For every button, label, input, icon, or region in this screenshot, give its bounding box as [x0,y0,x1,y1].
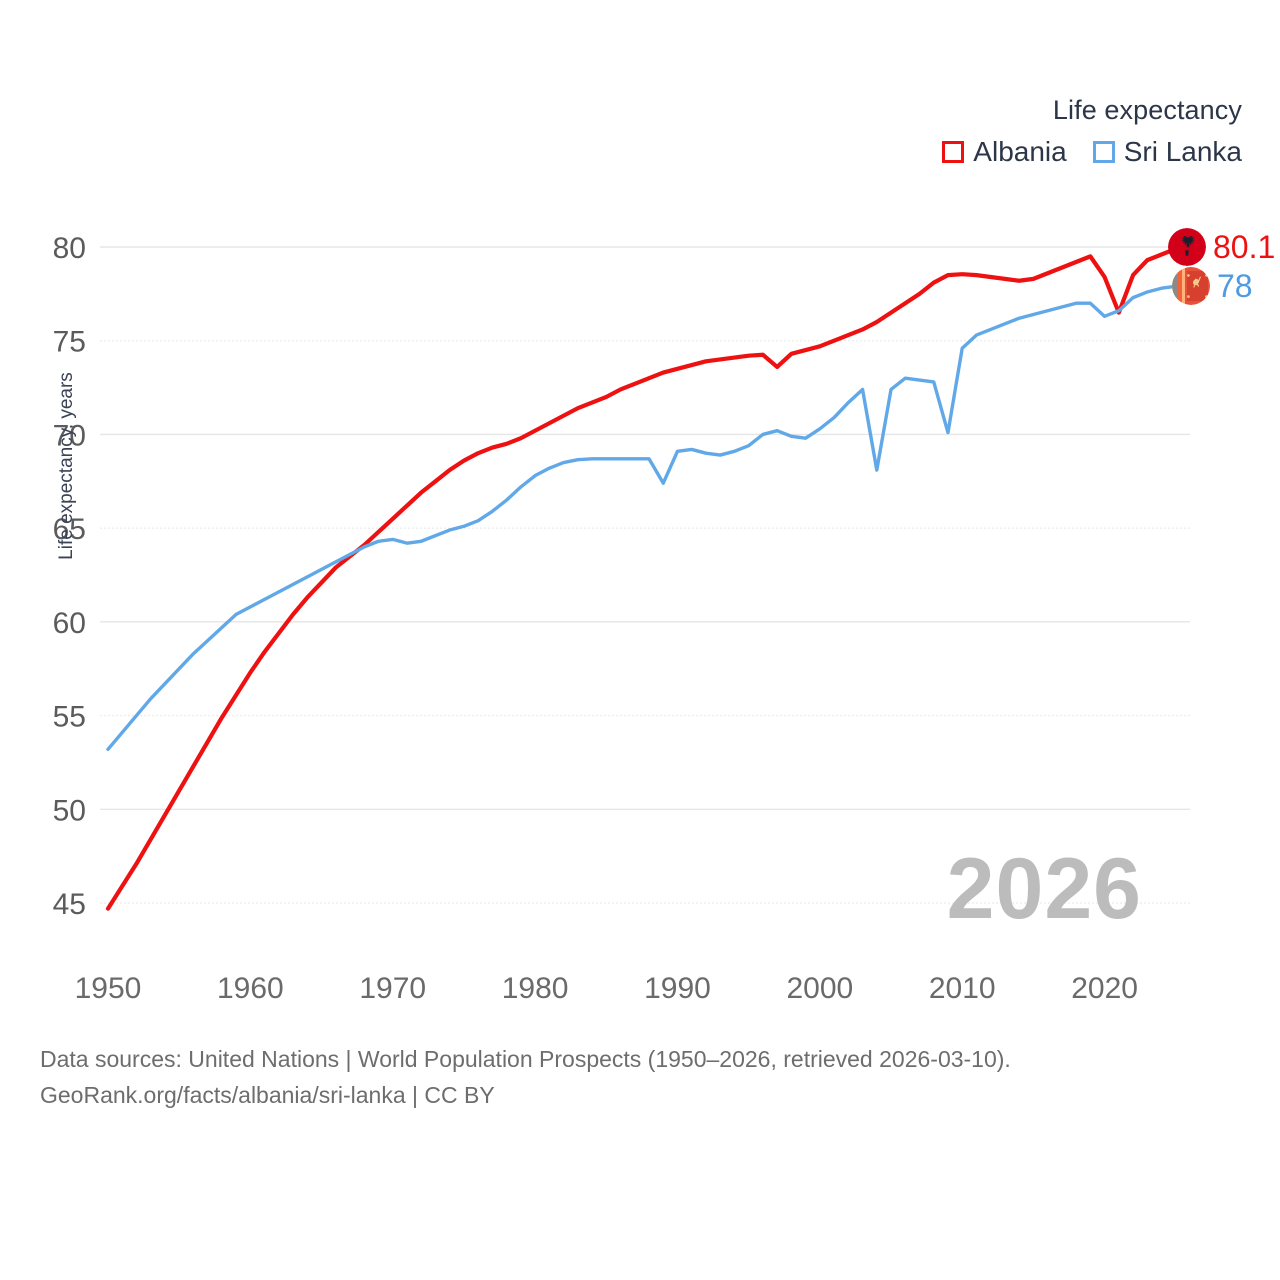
y-tick-label: 75 [53,326,86,359]
series-line-sri-lanka [106,282,1192,752]
legend-title: Life expectancy [1052,95,1242,125]
year-watermark: 2026 [946,841,1142,937]
endpoint-value-sri-lanka: 78 [1217,268,1253,304]
y-tick-label: 80 [53,232,86,265]
y-tick-label: 50 [53,794,86,827]
legend-item-albania[interactable]: Albania [942,135,1067,167]
x-axis-tick-labels: 1950 1960 1970 1980 1990 2000 2010 2020 [75,972,1138,1005]
gridlines [100,246,1190,904]
y-axis-tick-labels: 45 50 55 60 65 70 75 80 [53,232,86,921]
endpoint-marker-sri-lanka[interactable]: 78 [1172,267,1253,305]
x-tick-label: 1970 [359,972,426,1005]
x-tick-label: 1980 [502,972,569,1005]
y-tick-label: 60 [53,607,86,640]
footer-line-1: Data sources: United Nations | World Pop… [40,1046,1011,1072]
legend-swatch-sri-lanka [1092,140,1115,163]
footer-sources: Data sources: United Nations | World Pop… [40,1042,1240,1113]
series-line-albania [105,243,1193,911]
y-tick-label: 65 [53,513,86,546]
albania-flag-icon [1168,228,1206,266]
y-tick-label: 70 [53,419,86,452]
x-tick-label: 1960 [217,972,284,1005]
legend-label-albania: Albania [973,135,1067,167]
legend-item-sri-lanka[interactable]: Sri Lanka [1092,135,1242,167]
x-tick-label: 1990 [644,972,711,1005]
sri-lanka-flag-icon [1172,267,1210,305]
y-axis-title: Life expectancy, years [56,372,77,560]
endpoint-value-albania: 80.1 [1213,229,1276,265]
data-series-lines [105,243,1193,911]
chart-legend: Life expectancy Albania Sri Lanka [942,95,1242,167]
x-tick-label: 1950 [75,972,142,1005]
y-tick-label: 55 [53,701,86,734]
footer-line-2: GeoRank.org/facts/albania/sri-lanka | CC… [40,1081,495,1108]
endpoint-marker-albania[interactable]: 80.1 [1168,228,1275,266]
y-tick-label: 45 [53,888,86,921]
legend-label-sri-lanka: Sri Lanka [1123,135,1242,167]
x-tick-label: 2000 [786,972,853,1005]
legend-items: Albania Sri Lanka [942,135,1242,167]
x-tick-label: 2010 [929,972,996,1005]
legend-swatch-albania [942,140,965,163]
x-tick-label: 2020 [1071,972,1138,1005]
